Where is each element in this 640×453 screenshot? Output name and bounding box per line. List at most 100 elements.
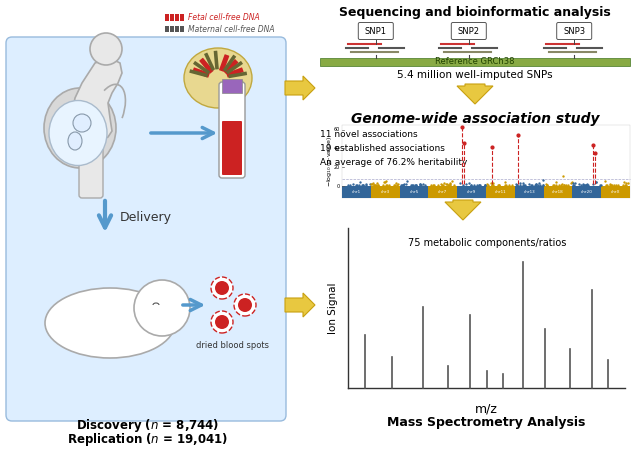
Text: chr3: chr3 [381, 190, 390, 194]
Point [534, 179, 544, 186]
Point [579, 180, 589, 187]
Text: Maternal cell-free DNA: Maternal cell-free DNA [188, 24, 275, 34]
Bar [572, 186, 601, 198]
Point [531, 180, 541, 188]
Bar [222, 79, 242, 93]
Text: SNP2: SNP2 [458, 26, 480, 35]
FancyBboxPatch shape [204, 53, 215, 71]
Text: chr20: chr20 [581, 190, 593, 194]
Point [488, 181, 499, 188]
Point [511, 180, 521, 188]
Point [524, 180, 534, 187]
Point [396, 181, 406, 188]
Point [582, 181, 592, 188]
Point [604, 181, 614, 188]
Point [392, 181, 403, 188]
FancyBboxPatch shape [223, 59, 238, 74]
Text: dried blood spots: dried blood spots [196, 341, 269, 350]
Point [456, 123, 467, 130]
Text: chr1: chr1 [352, 190, 361, 194]
Point [417, 181, 428, 188]
Point [396, 181, 406, 188]
Point [569, 181, 579, 188]
Point [465, 181, 476, 188]
Text: chr7: chr7 [438, 190, 447, 194]
Point [605, 181, 615, 188]
Point [529, 181, 540, 188]
Circle shape [73, 114, 91, 132]
Point [590, 149, 600, 157]
Point [621, 181, 631, 188]
Point [500, 178, 510, 186]
Point [613, 181, 623, 188]
Text: chr13: chr13 [524, 190, 535, 194]
Text: 75 metabolic components/ratios: 75 metabolic components/ratios [408, 238, 566, 248]
Point [519, 181, 529, 188]
Bar [170, 14, 174, 21]
Point [606, 181, 616, 188]
Point [351, 181, 362, 188]
Text: chr18: chr18 [552, 190, 564, 194]
FancyBboxPatch shape [451, 23, 486, 39]
Point [463, 179, 474, 187]
Point [372, 179, 382, 186]
Bar [175, 26, 179, 32]
Text: Fetal cell-free DNA: Fetal cell-free DNA [188, 14, 260, 23]
Point [358, 181, 368, 188]
Point [520, 181, 530, 188]
Point [557, 180, 567, 188]
Text: $-\log_{10}$($p$-value): $-\log_{10}$($p$-value) [326, 136, 335, 187]
Point [559, 181, 569, 188]
Point [379, 178, 389, 185]
Point [415, 180, 425, 187]
Point [406, 181, 416, 188]
Ellipse shape [45, 288, 175, 358]
Circle shape [215, 281, 229, 295]
Circle shape [134, 280, 190, 336]
Point [366, 181, 376, 188]
Point [367, 181, 378, 188]
Point [579, 181, 589, 188]
Point [355, 179, 365, 186]
Point [408, 181, 419, 188]
Text: 19 established associations: 19 established associations [320, 144, 445, 153]
Text: Discovery ($n$ = 8,744): Discovery ($n$ = 8,744) [76, 416, 220, 434]
Point [500, 181, 510, 188]
Point [486, 181, 497, 188]
Point [588, 141, 598, 149]
Point [493, 181, 503, 188]
Point [551, 181, 561, 188]
Point [384, 181, 394, 188]
Text: 0: 0 [337, 183, 340, 188]
Point [588, 180, 598, 188]
Point [486, 144, 497, 151]
Circle shape [234, 294, 256, 316]
Circle shape [211, 277, 233, 299]
Point [559, 181, 569, 188]
Text: 5.4 million well-imputed SNPs: 5.4 million well-imputed SNPs [397, 70, 553, 80]
Point [602, 181, 612, 188]
Bar [543, 186, 572, 198]
Point [444, 181, 454, 188]
Point [361, 180, 371, 188]
Point [410, 181, 420, 188]
Point [600, 177, 611, 184]
Point [407, 181, 417, 188]
Point [494, 181, 504, 188]
Point [348, 181, 358, 188]
Point [381, 181, 392, 188]
Point [445, 181, 456, 188]
Point [577, 181, 588, 188]
Point [513, 131, 523, 139]
Circle shape [211, 311, 233, 333]
Point [609, 181, 619, 188]
Point [525, 181, 536, 188]
Point [445, 180, 456, 187]
Text: Mass Spectrometry Analysis: Mass Spectrometry Analysis [387, 416, 586, 429]
Point [411, 181, 421, 188]
Text: 60: 60 [333, 127, 340, 132]
Point [501, 181, 511, 188]
Point [370, 181, 380, 188]
Point [358, 181, 368, 188]
Point [574, 180, 584, 187]
